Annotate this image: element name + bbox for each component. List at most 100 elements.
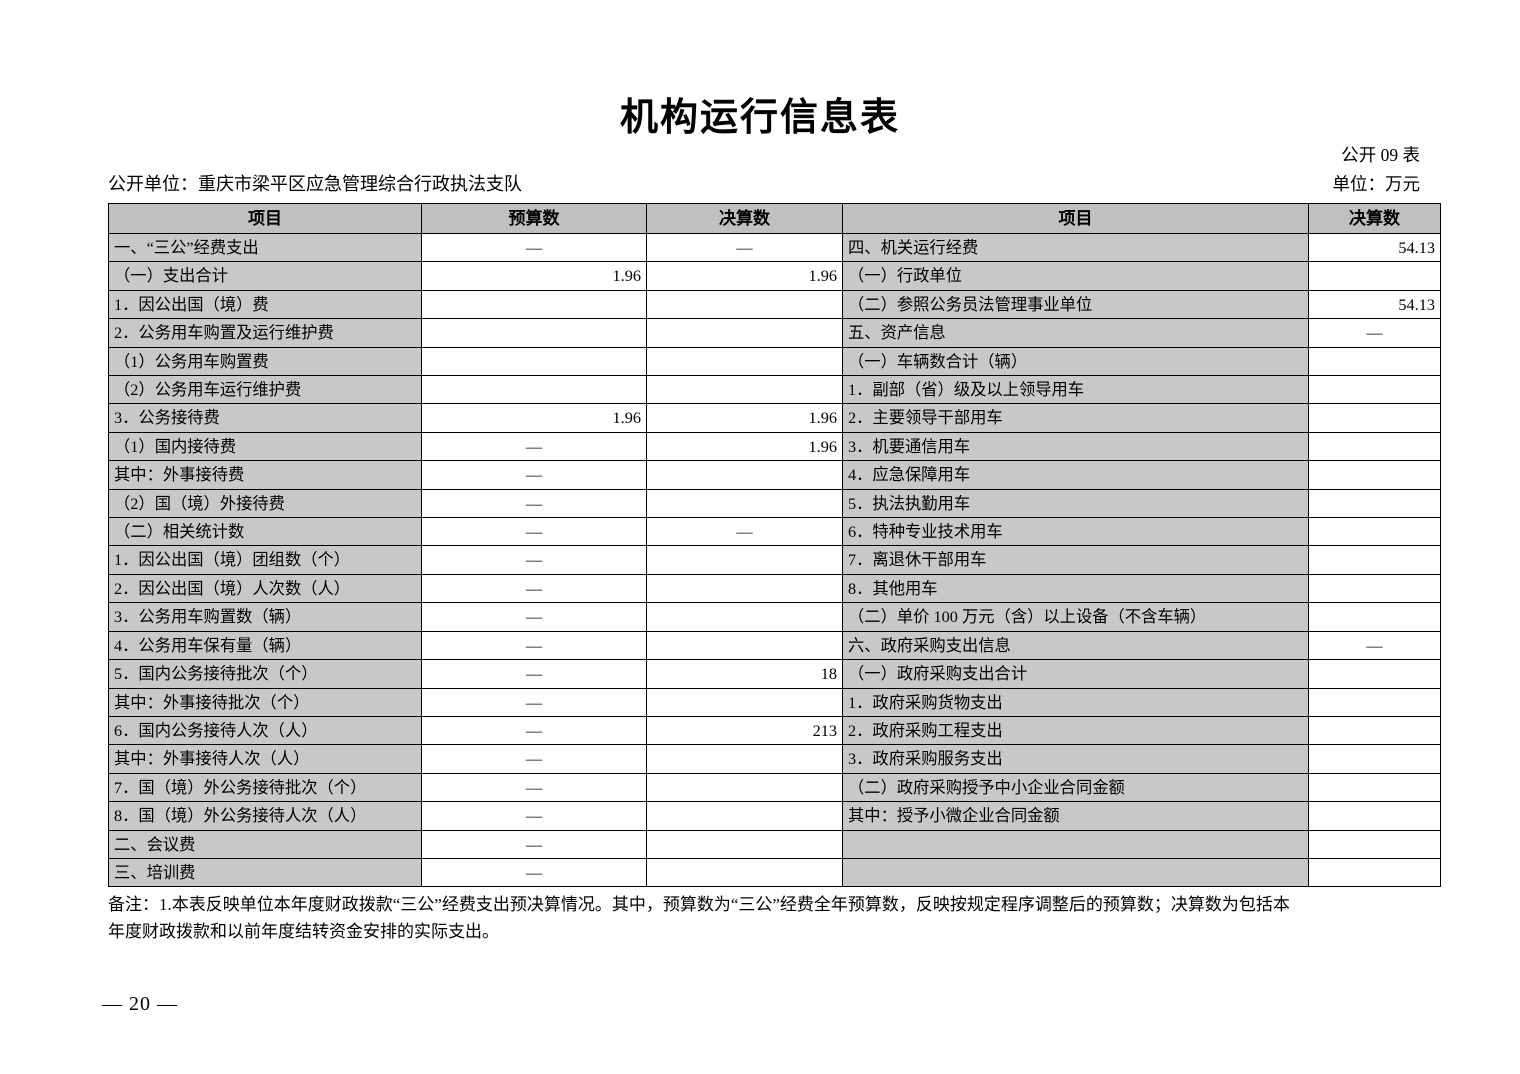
table-notes: 备注：1.本表反映单位本年度财政拨款“三公”经费支出预决算情况。其中，预算数为“… bbox=[108, 891, 1444, 945]
cell-final bbox=[646, 545, 843, 575]
cell-budget: — bbox=[421, 517, 647, 547]
cell-left_label: 2．因公出国（境）人次数（人） bbox=[108, 573, 422, 604]
cell-final: 1.96 bbox=[646, 261, 843, 291]
cell-right_label: 2．主要领导干部用车 bbox=[842, 403, 1309, 433]
cell-final bbox=[646, 318, 843, 348]
cell-left_label: （2）公务用车运行维护费 bbox=[108, 375, 422, 405]
cell-budget: — bbox=[421, 545, 647, 575]
cell-left_label: 7．国（境）外公务接待批次（个） bbox=[108, 772, 422, 803]
document-meta: 公开 09 表 单位：万元 公开单位：重庆市梁平区应急管理综合行政执法支队 bbox=[108, 141, 1420, 203]
cell-right_label: （二）参照公务员法管理事业单位 bbox=[842, 289, 1309, 320]
cell-final: — bbox=[646, 517, 843, 547]
cell-left_label: 1．因公出国（境）费 bbox=[108, 289, 422, 320]
cell-final bbox=[646, 857, 843, 888]
cell-budget: — bbox=[421, 687, 647, 717]
cell-budget: — bbox=[421, 857, 647, 888]
table-row: （二）相关统计数 — —6．特种专业技术用车 bbox=[108, 517, 1441, 547]
cell-right_final bbox=[1308, 829, 1441, 859]
cell-left_label: 5．国内公务接待批次（个） bbox=[108, 659, 422, 689]
table-row: 一、“三公”经费支出 — — 四、机关运行经费 54.13 bbox=[108, 232, 1441, 263]
table-row: 2．因公出国（境）人次数（人） — 8．其他用车 bbox=[108, 573, 1441, 604]
cell-left_label: （1）公务用车购置费 bbox=[108, 346, 422, 377]
table-row: 2．公务用车购置及运行维护费 五、资产信息 — bbox=[108, 318, 1441, 348]
cell-budget bbox=[421, 318, 647, 348]
cell-budget: — bbox=[421, 744, 647, 774]
cell-right_label: 四、机关运行经费 bbox=[842, 232, 1309, 263]
table-row: 1．因公出国（境）团组数（个） — 7．离退休干部用车 bbox=[108, 545, 1441, 575]
cell-left_label: 3．公务接待费 bbox=[108, 403, 422, 433]
cell-budget: — bbox=[421, 460, 647, 490]
cell-right_final: 54.13 bbox=[1308, 289, 1441, 320]
cell-final bbox=[646, 573, 843, 604]
cell-budget: — bbox=[421, 801, 647, 831]
cell-final bbox=[646, 630, 843, 661]
table-row: 其中：外事接待费 — 4．应急保障用车 bbox=[108, 460, 1441, 490]
note-line-2: 年度财政拨款和以前年度结转资金安排的实际支出。 bbox=[108, 922, 499, 942]
column-header-final-right: 决算数 bbox=[1308, 203, 1441, 234]
cell-right_label: 4．应急保障用车 bbox=[842, 460, 1309, 490]
column-header-item-left: 项目 bbox=[108, 203, 422, 234]
column-header-final: 决算数 bbox=[646, 203, 843, 234]
cell-left_label: 6．国内公务接待人次（人） bbox=[108, 715, 422, 746]
table-row: 其中：外事接待批次（个） — 1．政府采购货物支出 bbox=[108, 687, 1441, 717]
cell-right_final bbox=[1308, 602, 1441, 632]
table-row: （1）国内接待费 —1.96 3．机要通信用车 bbox=[108, 431, 1441, 462]
meta-right-block: 公开 09 表 单位：万元 bbox=[1333, 141, 1421, 199]
cell-right_label: （一）车辆数合计（辆） bbox=[842, 346, 1309, 377]
cell-left_label: 1．因公出国（境）团组数（个） bbox=[108, 545, 422, 575]
unit-note: 单位：万元 bbox=[1332, 174, 1421, 194]
table-row: 其中：外事接待人次（人） — 3．政府采购服务支出 bbox=[108, 744, 1441, 774]
cell-budget: — bbox=[421, 573, 647, 604]
cell-right_label bbox=[842, 857, 1309, 888]
cell-right_label bbox=[842, 829, 1309, 859]
cell-final bbox=[646, 346, 843, 377]
cell-right_label: 8．其他用车 bbox=[842, 573, 1309, 604]
form-code: 公开 09 表 bbox=[1341, 145, 1420, 165]
cell-final bbox=[646, 772, 843, 803]
cell-right_label: （一）行政单位 bbox=[842, 261, 1309, 291]
cell-budget: — bbox=[421, 772, 647, 803]
cell-right_label: 3．政府采购服务支出 bbox=[842, 744, 1309, 774]
cell-right_final bbox=[1308, 431, 1441, 462]
table-row: （2）国（境）外接待费 — 5．执法执勤用车 bbox=[108, 488, 1441, 519]
cell-final bbox=[646, 602, 843, 632]
cell-right_label: 其中：授予小微企业合同金额 bbox=[842, 801, 1309, 831]
cell-budget: — bbox=[421, 431, 647, 462]
cell-right_label: 1．政府采购货物支出 bbox=[842, 687, 1309, 717]
cell-right_final bbox=[1308, 517, 1441, 547]
cell-left_label: 3．公务用车购置数（辆） bbox=[108, 602, 422, 632]
cell-budget: — bbox=[421, 602, 647, 632]
page-title: 机构运行信息表 bbox=[619, 97, 900, 139]
cell-right_label: 5．执法执勤用车 bbox=[842, 488, 1309, 519]
cell-budget: 1.96 bbox=[421, 261, 647, 291]
cell-budget: — bbox=[421, 829, 647, 859]
cell-final: 213 bbox=[646, 715, 843, 746]
cell-left_label: 三、培训费 bbox=[108, 857, 422, 888]
cell-final: 1.96 bbox=[646, 403, 843, 433]
cell-final bbox=[646, 829, 843, 859]
cell-right_final bbox=[1308, 744, 1441, 774]
cell-right_final bbox=[1308, 659, 1441, 689]
cell-final bbox=[646, 801, 843, 831]
cell-left_label: 其中：外事接待批次（个） bbox=[108, 687, 422, 717]
cell-right_label: （二）单价 100 万元（含）以上设备（不含车辆） bbox=[842, 602, 1309, 632]
cell-budget: 1.96 bbox=[421, 403, 647, 433]
cell-right_label: （一）政府采购支出合计 bbox=[842, 659, 1309, 689]
table-header-row: 项目 预算数 决算数 项目 决算数 bbox=[108, 203, 1441, 234]
column-header-budget: 预算数 bbox=[421, 203, 647, 234]
cell-left_label: 其中：外事接待人次（人） bbox=[108, 744, 422, 774]
table-row: 3．公务用车购置数（辆） — （二）单价 100 万元（含）以上设备（不含车辆） bbox=[108, 602, 1441, 632]
note-line-1: 备注：1.本表反映单位本年度财政拨款“三公”经费支出预决算情况。其中，预算数为“… bbox=[108, 895, 1290, 915]
cell-right_final bbox=[1308, 346, 1441, 377]
cell-right_label: 7．离退休干部用车 bbox=[842, 545, 1309, 575]
cell-left_label: （2）国（境）外接待费 bbox=[108, 488, 422, 519]
table-row: 3．公务接待费 1.96 1.96 2．主要领导干部用车 bbox=[108, 403, 1441, 433]
institution-operation-table: 项目 预算数 决算数 项目 决算数 一、“三公”经费支出 — — 四、机关运行经费 54… bbox=[108, 203, 1441, 888]
table-row: 5．国内公务接待批次（个） —18 （一）政府采购支出合计 bbox=[108, 659, 1441, 689]
cell-right_final bbox=[1308, 375, 1441, 405]
cell-budget: — bbox=[421, 659, 647, 689]
table-row: （2）公务用车运行维护费 1．副部（省）级及以上领导用车 bbox=[108, 375, 1441, 405]
table-row: 三、培训费 — bbox=[108, 857, 1441, 888]
cell-left_label: （一）支出合计 bbox=[108, 261, 422, 291]
